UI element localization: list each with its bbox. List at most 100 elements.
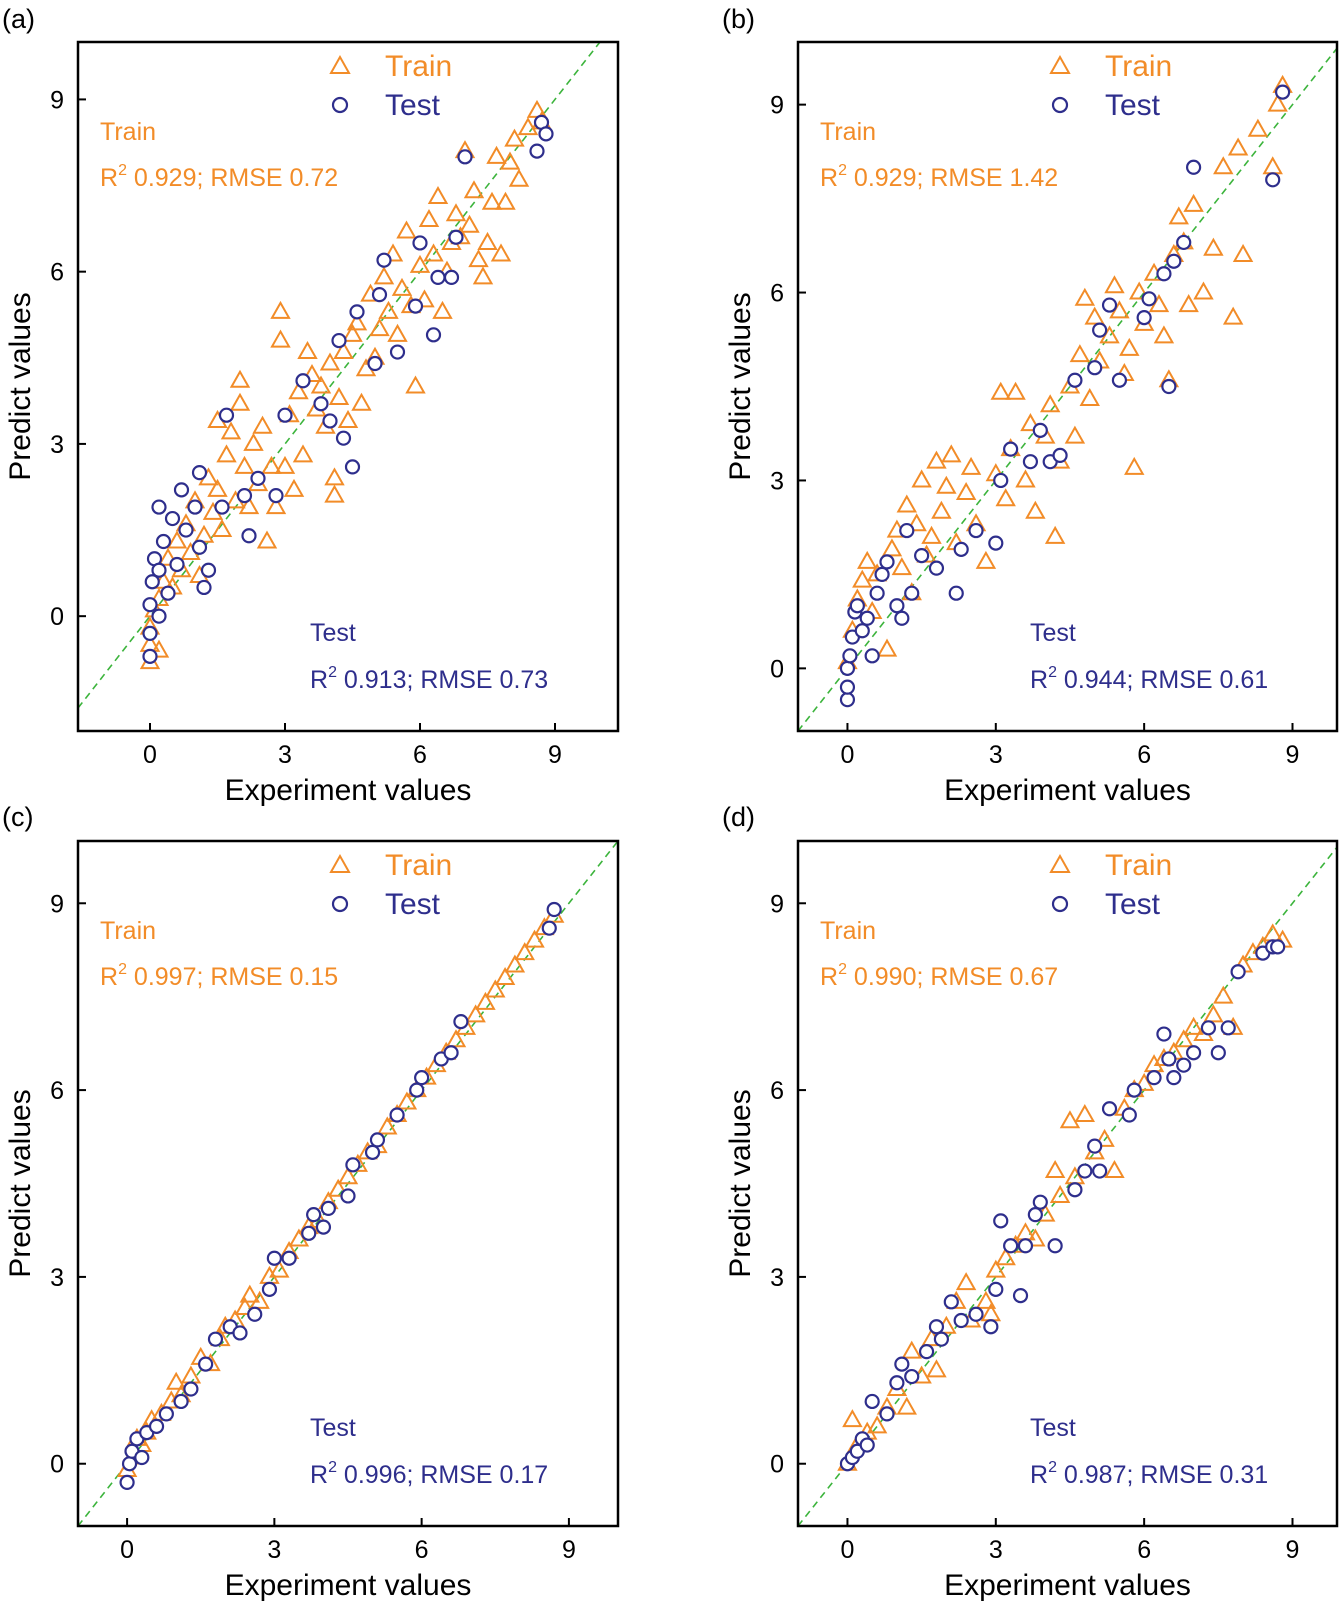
- legend-test-marker: [331, 895, 349, 913]
- train-point: [1193, 281, 1214, 300]
- test-point: [247, 1306, 263, 1322]
- train-point: [234, 1297, 256, 1316]
- legend-train-label: Train: [1105, 50, 1172, 83]
- test-point: [1092, 1163, 1108, 1179]
- train-point: [508, 168, 530, 187]
- train-point: [229, 369, 251, 388]
- train-point: [351, 392, 372, 411]
- test-point: [214, 499, 230, 515]
- train-point: [495, 191, 516, 210]
- test-point: [1265, 172, 1281, 188]
- test-point: [1166, 253, 1182, 269]
- train-point: [1005, 381, 1026, 400]
- test-stats-values: R2 0.987; RMSE 0.31: [1030, 1459, 1268, 1489]
- identity-line: [78, 42, 601, 709]
- train-point: [1020, 413, 1041, 432]
- train-point: [504, 954, 526, 973]
- train-point: [504, 128, 525, 147]
- x-tick-label: 9: [1286, 1536, 1300, 1564]
- train-point: [990, 381, 1011, 400]
- train-point: [1267, 93, 1288, 112]
- train-stats-title: Train: [820, 917, 876, 945]
- train-point: [995, 488, 1016, 507]
- train-point: [391, 277, 413, 296]
- test-point: [1141, 291, 1157, 307]
- test-point: [389, 344, 406, 360]
- test-point: [1200, 1020, 1217, 1036]
- train-point: [995, 1247, 1016, 1266]
- train-point: [1069, 344, 1091, 363]
- train-point: [270, 300, 291, 319]
- train-point: [931, 500, 952, 519]
- plot-frame: [796, 40, 1339, 733]
- test-point: [315, 1219, 332, 1235]
- test-point: [889, 598, 905, 614]
- x-tick-label: 3: [267, 1536, 281, 1564]
- train-stats-values: R2 0.997; RMSE 0.15: [100, 961, 338, 991]
- train-point: [319, 352, 341, 371]
- test-point: [191, 465, 208, 481]
- train-point: [265, 496, 287, 515]
- legend-test-label: Test: [385, 89, 441, 122]
- train-stats-values: R2 0.929; RMSE 1.42: [820, 162, 1058, 192]
- train-point: [387, 323, 408, 342]
- test-point: [142, 625, 158, 641]
- train-point: [432, 300, 453, 319]
- train-point: [418, 208, 440, 227]
- test-point: [198, 1356, 214, 1372]
- train-point: [207, 478, 228, 497]
- test-point: [121, 1456, 138, 1472]
- train-point: [1039, 394, 1061, 413]
- test-point: [1210, 1045, 1226, 1061]
- test-point: [1032, 422, 1048, 438]
- train-point: [514, 942, 535, 961]
- train-stats-values: R2 0.929; RMSE 0.72: [100, 162, 338, 192]
- test-point: [1101, 297, 1118, 313]
- test-point: [1003, 441, 1019, 457]
- test-point: [151, 499, 167, 515]
- test-point: [1111, 372, 1128, 388]
- test-point: [988, 535, 1004, 551]
- train-point: [481, 191, 503, 210]
- test-point: [151, 608, 167, 624]
- train-point: [960, 456, 982, 475]
- train-point: [1025, 500, 1046, 519]
- train-point: [955, 1272, 977, 1291]
- test-point: [928, 560, 945, 576]
- test-point: [541, 920, 557, 936]
- train-point: [337, 1166, 359, 1185]
- train-point: [866, 1415, 888, 1434]
- test-point: [281, 1250, 297, 1266]
- x-axis-label: Experiment values: [225, 774, 472, 807]
- train-point: [926, 450, 947, 469]
- test-point: [859, 1437, 875, 1453]
- train-point: [211, 519, 233, 538]
- test-point: [918, 1344, 935, 1360]
- test-point: [183, 1381, 199, 1397]
- test-point: [144, 574, 160, 590]
- train-point: [409, 254, 431, 273]
- y-tick-label: 6: [50, 259, 64, 287]
- test-point: [376, 252, 392, 268]
- train-point: [1119, 337, 1140, 356]
- train-point: [975, 550, 997, 569]
- test-point: [968, 1306, 984, 1322]
- train-point: [377, 1116, 398, 1135]
- train-point: [396, 1091, 418, 1110]
- test-point: [993, 1213, 1009, 1229]
- test-point: [839, 660, 856, 676]
- test-point: [1003, 1238, 1019, 1254]
- test-point: [1230, 964, 1246, 980]
- train-stats-title: Train: [100, 917, 156, 945]
- test-point: [151, 562, 167, 578]
- train-point: [1064, 425, 1086, 444]
- train-point: [490, 243, 512, 262]
- test-point: [879, 554, 895, 570]
- train-point: [249, 1290, 270, 1309]
- train-point: [1213, 156, 1234, 175]
- test-point: [164, 510, 181, 527]
- test-point: [1146, 1070, 1162, 1086]
- y-tick-label: 0: [50, 1451, 64, 1479]
- train-point: [1074, 1103, 1096, 1122]
- test-point: [859, 610, 875, 626]
